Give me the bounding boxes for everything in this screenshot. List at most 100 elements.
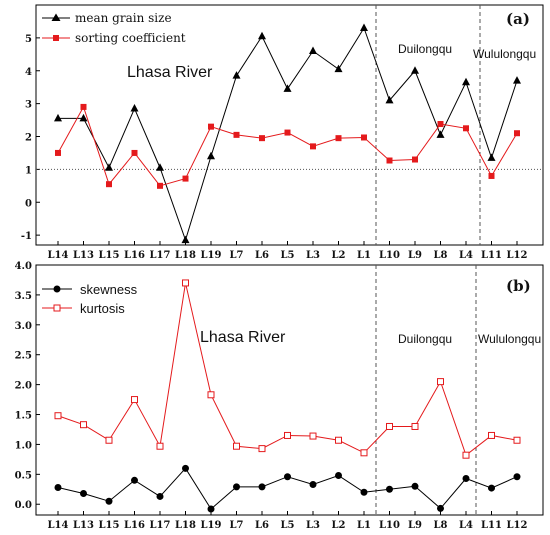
data-point-sorting-coefficient xyxy=(463,125,469,132)
x-tick-label: L7 xyxy=(230,250,244,261)
y-tick-label: 3 xyxy=(25,100,32,111)
legend-marker-triangle xyxy=(51,13,61,21)
data-point-skewness xyxy=(131,476,138,484)
data-point-sorting-coefficient xyxy=(157,182,163,189)
data-point-sorting-coefficient xyxy=(259,135,265,142)
y-tick-label: -1 xyxy=(21,231,32,242)
legend-marker-circle xyxy=(53,285,61,293)
data-point-kurtosis xyxy=(54,412,62,420)
data-point-kurtosis xyxy=(462,451,470,459)
panel-b-x-axis: L14 L13 L15 L16 L17 L18 L19 L7 L6 L5 L3 L2 L1 L10 L9 L8… xyxy=(48,511,528,531)
data-point-mean-grain-size xyxy=(105,163,113,171)
data-point-sorting-coefficient xyxy=(514,130,520,137)
data-point-sorting-coefficient xyxy=(437,121,444,128)
data-point-mean-grain-size xyxy=(232,71,241,79)
data-point-skewness xyxy=(335,472,342,480)
y-tick-label: 3.0 xyxy=(15,321,32,332)
data-point-sorting-coefficient xyxy=(106,181,112,188)
x-tick-label: L1 xyxy=(357,520,371,531)
data-point-skewness xyxy=(309,480,317,488)
data-point-sorting-coefficient xyxy=(412,156,418,163)
y-tick-label: 2.5 xyxy=(15,351,32,362)
y-tick-label: 4 xyxy=(25,67,32,78)
y-tick-label: 3.5 xyxy=(15,291,32,302)
data-point-skewness xyxy=(258,483,266,491)
x-tick-label: L3 xyxy=(306,250,320,261)
region-label-duilongqu-b: Duilongqu xyxy=(398,332,452,346)
data-point-skewness xyxy=(80,489,87,497)
data-point-mean-grain-size xyxy=(487,153,496,161)
data-point-skewness xyxy=(105,497,113,505)
x-tick-label: L8 xyxy=(434,250,448,261)
x-tick-label: L10 xyxy=(379,520,400,531)
x-tick-label: L5 xyxy=(281,520,295,531)
x-tick-label: L6 xyxy=(255,250,269,261)
data-point-sorting-coefficient xyxy=(386,157,393,164)
x-tick-label: L12 xyxy=(507,250,528,261)
panel-b: 0.0 0.5 1.0 1.5 2.0 2.5 3.0 3.5 4.0 L14 L13 L15 L16… xyxy=(15,261,544,531)
legend-label-skewness: skewness xyxy=(80,282,138,297)
data-point-sorting-coefficient xyxy=(284,129,291,136)
region-label-duilongqu: Duilongqu xyxy=(398,42,452,56)
data-point-mean-grain-size xyxy=(156,163,164,171)
x-tick-label: L9 xyxy=(408,250,422,261)
x-tick-label: L16 xyxy=(124,250,145,261)
x-tick-label: L19 xyxy=(201,250,222,261)
x-tick-label: L7 xyxy=(230,520,244,531)
x-tick-label: L17 xyxy=(150,520,171,531)
data-point-skewness xyxy=(488,484,495,492)
y-tick-label: 2.0 xyxy=(15,381,32,392)
x-tick-label: L10 xyxy=(379,250,400,261)
y-tick-label: 2 xyxy=(25,133,32,144)
data-point-kurtosis xyxy=(284,431,291,439)
panel-a: -1 0 1 2 3 4 5 L14 L13 L15 L16 L17 L18 L19 L7 L6 L5 L3 L2… xyxy=(21,4,544,261)
series-line-kurtosis xyxy=(57,282,518,457)
data-point-skewness xyxy=(411,482,419,490)
region-label-lhasa-river-b: Lhasa River xyxy=(200,329,286,346)
panel-b-legend: skewness kurtosis xyxy=(42,282,138,316)
data-point-kurtosis xyxy=(233,442,240,450)
data-point-skewness xyxy=(54,483,62,491)
data-point-mean-grain-size xyxy=(513,76,521,84)
data-point-mean-grain-size xyxy=(436,130,445,138)
x-tick-label: L2 xyxy=(332,250,346,261)
data-point-skewness xyxy=(462,475,470,483)
x-tick-label: L8 xyxy=(434,520,448,531)
data-point-mean-grain-size xyxy=(360,23,368,32)
data-point-kurtosis xyxy=(105,436,113,444)
panel-b-label: (b) xyxy=(506,277,531,295)
data-point-sorting-coefficient xyxy=(55,149,61,156)
legend-label-mean-grain-size: mean grain size xyxy=(75,11,172,25)
x-tick-label: L11 xyxy=(481,250,502,261)
data-point-sorting-coefficient xyxy=(233,131,240,138)
x-tick-label: L2 xyxy=(332,520,346,531)
data-point-mean-grain-size xyxy=(181,235,190,244)
y-tick-label: 0.0 xyxy=(15,500,32,511)
legend-label-kurtosis: kurtosis xyxy=(80,301,125,316)
x-tick-label: L17 xyxy=(150,250,171,261)
y-tick-label: 5 xyxy=(25,34,32,45)
data-point-kurtosis xyxy=(258,445,266,453)
panel-a-legend: mean grain size sorting coefficient xyxy=(42,11,186,45)
x-tick-label: L15 xyxy=(99,250,120,261)
data-point-sorting-coefficient xyxy=(488,172,495,179)
panel-a-series xyxy=(54,23,521,244)
panel-a-y-axis: -1 0 1 2 3 4 5 xyxy=(21,34,40,242)
x-tick-label: L16 xyxy=(124,520,145,531)
data-point-kurtosis xyxy=(335,436,342,444)
x-tick-label: L13 xyxy=(73,520,94,531)
data-point-skewness xyxy=(182,464,189,472)
data-point-kurtosis xyxy=(488,431,495,439)
data-point-mean-grain-size xyxy=(283,84,292,92)
data-point-skewness xyxy=(360,488,368,496)
x-tick-label: L3 xyxy=(306,520,320,531)
data-point-mean-grain-size xyxy=(334,64,343,73)
data-point-mean-grain-size xyxy=(385,95,394,104)
panel-b-series xyxy=(54,279,521,513)
data-point-sorting-coefficient xyxy=(310,143,316,150)
data-point-mean-grain-size xyxy=(54,113,62,122)
panel-a-frame xyxy=(35,4,544,246)
data-point-mean-grain-size xyxy=(411,66,419,74)
data-point-sorting-coefficient xyxy=(131,149,138,156)
data-point-skewness xyxy=(233,483,240,491)
